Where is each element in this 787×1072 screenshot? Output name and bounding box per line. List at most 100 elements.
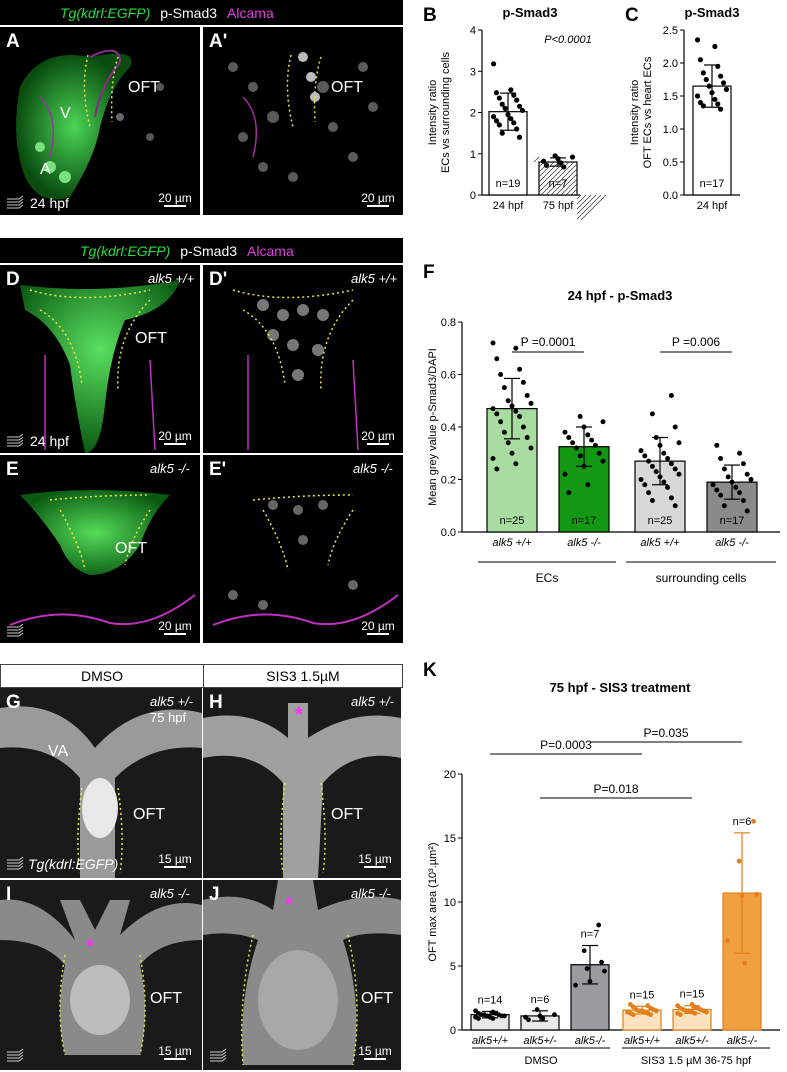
category-label: 24 hpf	[697, 200, 729, 212]
data-point	[737, 450, 743, 456]
scale-bar-text: 15 µm	[358, 852, 392, 866]
data-point	[490, 340, 496, 346]
data-point	[718, 73, 724, 79]
n-label: n=17	[700, 178, 725, 190]
chart-C: p-Smad3 0.0 0.5 1.0 1.5 2.0 2.5 Intensity ratio…	[629, 5, 740, 212]
label-OFT: OFT	[361, 990, 393, 1007]
data-point	[700, 70, 706, 76]
data-point	[516, 134, 523, 140]
chart-B: p-Smad3 0 1 2 3 4 Intensity ratio ECs vs surrou…	[427, 5, 607, 220]
micrograph-E-prime: E' alk5 -/- 20 µm	[203, 455, 403, 643]
scale-bar-text: 15 µm	[358, 1044, 392, 1058]
data-point	[754, 891, 759, 897]
panel-label-B: B	[423, 5, 437, 26]
data-point	[493, 90, 500, 96]
n-label: n=25	[648, 515, 673, 527]
data-point	[692, 1010, 698, 1016]
data-point	[494, 466, 500, 472]
scale-bar-text: 20 µm	[361, 191, 395, 205]
data-point	[540, 1016, 546, 1021]
y-tick-label: 0	[450, 1025, 456, 1037]
label-OFT: OFT	[128, 79, 160, 96]
p-value-label: P=0.018	[593, 782, 638, 796]
micrograph-E-prime-image	[212, 494, 399, 626]
data-point	[642, 453, 648, 459]
label-psmad3: p-Smad3	[180, 242, 238, 259]
data-point	[513, 461, 519, 467]
data-point	[672, 424, 678, 430]
micrograph-G-image	[0, 688, 202, 878]
data-point	[501, 429, 507, 435]
scale-bar: 20 µm	[155, 429, 195, 445]
group-label: SIS3 1.5 µM 36-75 hpf	[641, 1055, 752, 1067]
data-point	[592, 442, 598, 448]
genotype-label: alk5 +/+	[148, 271, 195, 286]
data-point	[596, 922, 602, 928]
data-point	[577, 453, 583, 459]
genotype-label: alk5 +/-	[150, 694, 193, 709]
chart-title: 75 hpf - SIS3 treatment	[550, 680, 692, 695]
data-point	[490, 114, 497, 120]
zstack-icon	[7, 856, 24, 870]
column-header-sis3: SIS3 1.5µM	[203, 664, 403, 688]
n-label: n=7	[581, 929, 600, 941]
micrograph-A-prime: A' OFT 20 µm	[203, 27, 403, 215]
category-label: alk5-/-	[727, 1035, 758, 1047]
data-point	[534, 1007, 540, 1012]
data-point	[581, 463, 587, 469]
scale-bar-text: 20 µm	[158, 429, 192, 443]
header-top: Tg(kdrl:EGFP) p-Smad3 Alcama	[0, 0, 403, 25]
data-point	[505, 111, 511, 118]
y-tick-label: 3	[470, 66, 476, 78]
y-tick-label: 0.0	[663, 190, 678, 202]
bar-hatch	[576, 194, 597, 215]
bar-hatch	[580, 194, 607, 220]
genotype-label: alk5 +/+	[351, 271, 398, 286]
category-label: alk5+/+	[624, 1035, 661, 1047]
data-point	[520, 379, 526, 385]
data-point	[653, 435, 659, 440]
n-label: n=19	[496, 178, 521, 190]
data-point	[678, 1012, 683, 1018]
category-label: 24 hpf	[493, 200, 525, 212]
scale-bar: 20 µm	[155, 191, 195, 207]
data-point	[496, 122, 502, 128]
n-label: n=6	[531, 994, 550, 1006]
label-OFT: OFT	[133, 806, 165, 823]
n-label: n=14	[478, 994, 503, 1006]
panel-label-A-prime: A'	[209, 31, 228, 52]
data-point	[589, 437, 595, 443]
data-point	[573, 445, 579, 451]
zstack-icon	[7, 195, 24, 209]
column-header-dmso: DMSO	[0, 664, 204, 688]
zstack-icon	[7, 1048, 24, 1062]
scale-bar-text: 20 µm	[361, 429, 395, 443]
scale-bar: 20 µm	[155, 619, 195, 635]
bar-hatch	[575, 193, 578, 196]
bar-hatch	[538, 161, 555, 178]
asterisk-marker: *	[295, 704, 303, 726]
group-label: DMSO	[525, 1055, 558, 1067]
data-point	[649, 463, 655, 469]
genotype-label: alk5 -/-	[353, 461, 393, 476]
y-tick-label: 1.0	[663, 124, 678, 136]
panel-label-K: K	[423, 660, 437, 681]
data-point	[490, 61, 497, 67]
panel-label-I: I	[6, 884, 12, 905]
panel-label-E-prime: E'	[209, 459, 227, 480]
data-point	[498, 372, 504, 377]
chart-title: 24 hpf - p-Smad3	[568, 288, 673, 303]
data-point	[736, 858, 742, 864]
scale-bar-text: 20 µm	[361, 619, 395, 633]
n-label: n=25	[500, 515, 525, 527]
data-point	[668, 393, 674, 398]
data-point	[526, 1017, 531, 1023]
data-point	[648, 1012, 654, 1018]
data-point	[748, 477, 754, 482]
group-label: ECs	[536, 571, 559, 585]
label-VA: VA	[48, 743, 69, 760]
y-tick-label: 0.5	[663, 157, 678, 169]
stage-label: 24 hpf	[30, 433, 69, 449]
data-point	[740, 498, 746, 503]
data-point	[721, 466, 727, 472]
